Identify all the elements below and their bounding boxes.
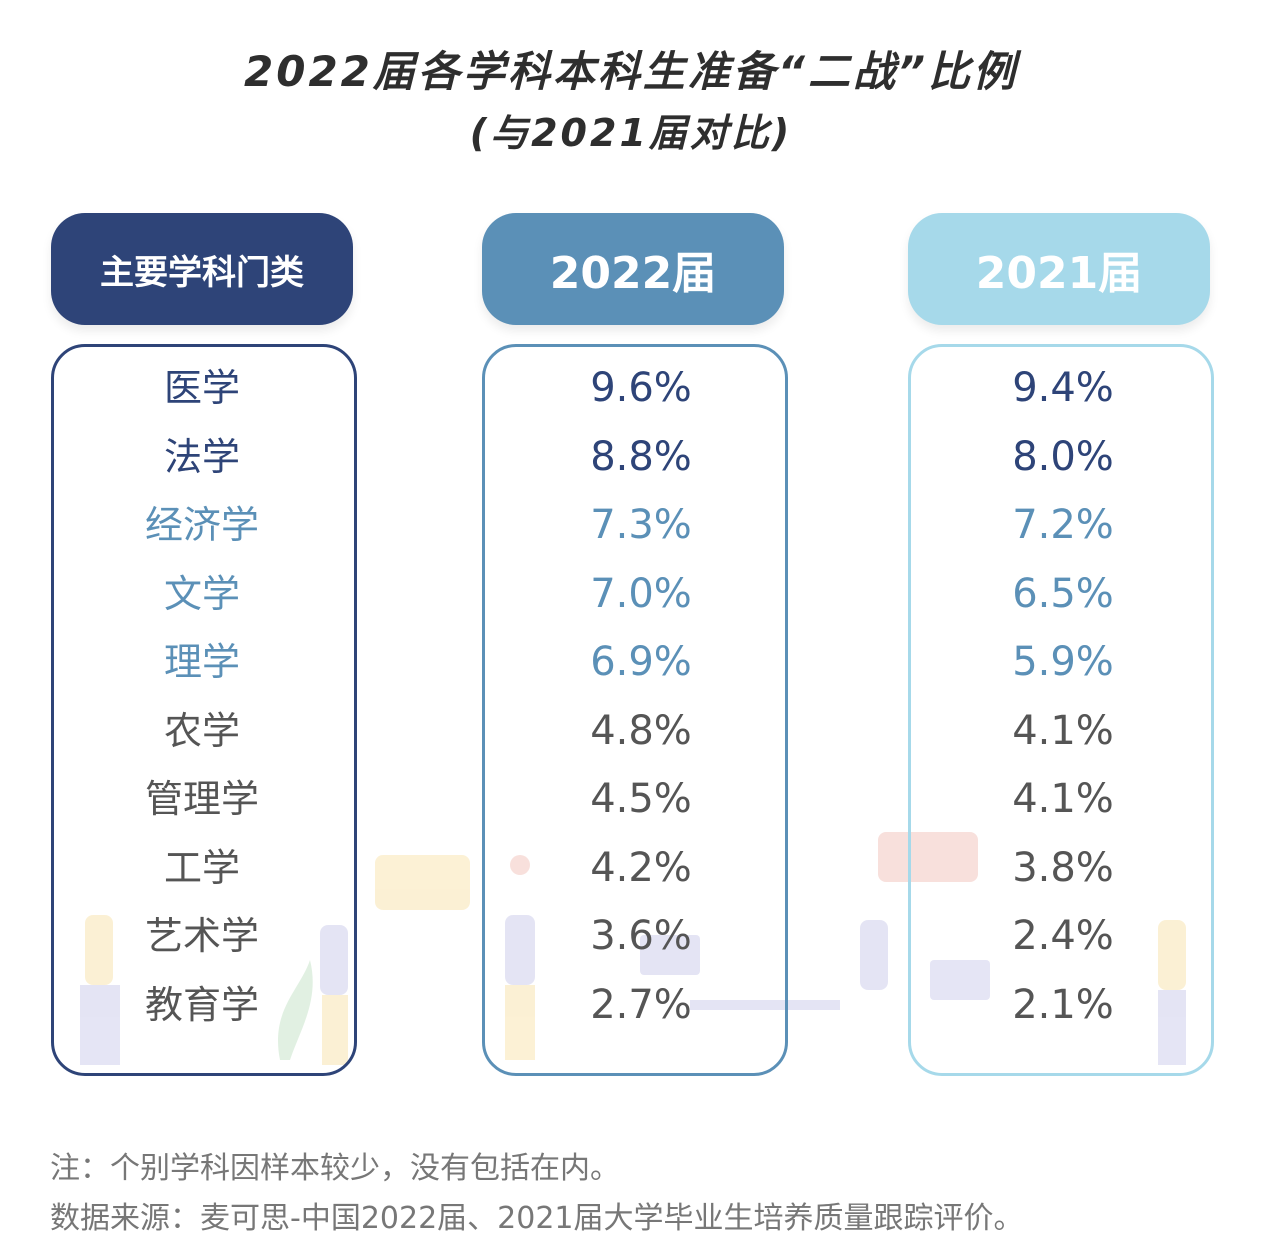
subject-cell: 工学 <box>163 845 240 890</box>
value-2021-cell: 7.2% <box>1012 502 1114 548</box>
value-2021-cell: 3.8% <box>1012 844 1114 891</box>
subject-column-box <box>51 344 357 1076</box>
subject-cell: 经济学 <box>144 503 259 547</box>
value-2022-cell: 2.7% <box>590 981 692 1028</box>
subject-cell: 管理学 <box>144 777 259 821</box>
data-source: 数据来源：麦可思-中国2022届、2021届大学毕业生培养质量跟踪评价。 <box>50 1201 1024 1236</box>
header-2022: 2022届 <box>482 213 784 325</box>
chart-title: 2022届各学科本科生准备“二战”比例 <box>244 47 1018 96</box>
header-2021: 2021届 <box>908 213 1210 325</box>
value-2021-cell: 6.5% <box>1012 570 1114 617</box>
value-2022-cell: 9.6% <box>590 365 692 411</box>
value-2021-cell: 2.1% <box>1012 981 1114 1028</box>
subject-cell: 农学 <box>163 708 240 753</box>
value-2022-cell: 8.8% <box>590 433 692 480</box>
footnote: 注：个别学科因样本较少，没有包括在内。 <box>50 1151 620 1186</box>
value-2022-cell: 4.5% <box>590 776 692 822</box>
value-2021-cell: 8.0% <box>1012 433 1114 480</box>
value-2021-cell: 5.9% <box>1012 639 1114 685</box>
subject-cell: 文学 <box>163 571 240 616</box>
value-2022-cell: 7.0% <box>590 570 692 617</box>
col-2021-box <box>908 344 1214 1076</box>
subject-cell: 医学 <box>163 366 240 410</box>
value-2022-cell: 3.6% <box>590 913 692 959</box>
col-2022-box <box>482 344 788 1076</box>
value-2021-cell: 4.1% <box>1012 707 1114 754</box>
value-2021-cell: 4.1% <box>1012 776 1114 822</box>
subject-cell: 艺术学 <box>144 914 259 958</box>
header-subject: 主要学科门类 <box>51 213 353 325</box>
value-2021-cell: 9.4% <box>1012 365 1114 411</box>
subject-cell: 教育学 <box>144 982 259 1027</box>
subject-cell: 法学 <box>163 434 240 479</box>
subject-cell: 理学 <box>163 640 240 684</box>
value-2022-cell: 6.9% <box>590 639 692 685</box>
chart-subtitle: (与2021届对比) <box>469 111 793 155</box>
value-2021-cell: 2.4% <box>1012 913 1114 959</box>
value-2022-cell: 4.2% <box>590 844 692 891</box>
value-2022-cell: 4.8% <box>590 707 692 754</box>
value-2022-cell: 7.3% <box>590 502 692 548</box>
